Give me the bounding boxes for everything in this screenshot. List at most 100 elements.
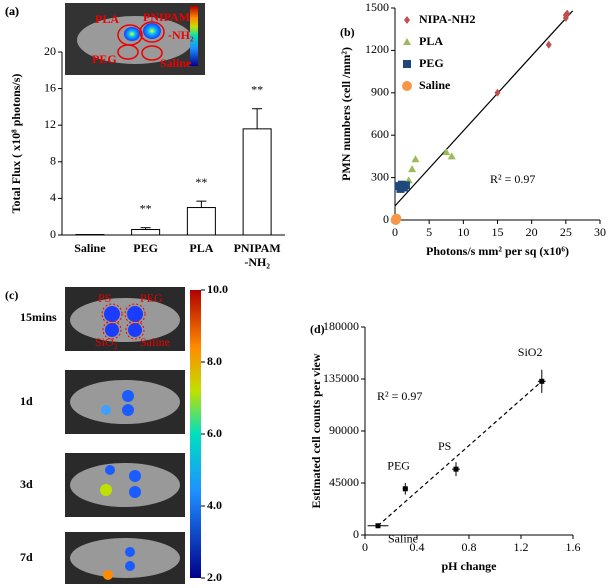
- colorbar-tick-label: 6.0: [207, 426, 222, 440]
- trendline: [394, 10, 574, 207]
- marker: [391, 213, 402, 224]
- y-tick-label: 0: [383, 212, 389, 226]
- marker: [442, 148, 451, 156]
- y-tick-label: 135000: [323, 371, 359, 385]
- inset-label: PEG: [140, 291, 163, 305]
- marker: [402, 81, 412, 91]
- point-label: PEG: [387, 459, 410, 473]
- panel-label: (a): [5, 4, 19, 18]
- significance: **: [251, 82, 263, 96]
- marker: [375, 523, 381, 529]
- colorbar: [190, 290, 201, 578]
- y-tick-label: 20: [44, 44, 56, 58]
- x-tick-label: 5: [426, 225, 432, 239]
- x-tick-label: 1.2: [514, 540, 529, 554]
- x-axis-label: pH change: [441, 559, 497, 573]
- y-tick-label: 180000: [323, 319, 359, 333]
- inset-label: PS: [98, 291, 111, 305]
- inset-label: Saline: [160, 56, 192, 70]
- panel-label: (a): [5, 4, 19, 18]
- marker: [539, 378, 545, 384]
- x-tick-label: 0: [362, 540, 368, 554]
- mouse-images: [65, 287, 185, 584]
- x-tick-label: 0: [392, 225, 398, 239]
- row-label: 1d: [20, 394, 33, 408]
- marker: [411, 155, 420, 163]
- row-label: 15mins: [20, 310, 57, 324]
- y-axis-label: Estimated cell counts per view: [309, 353, 323, 508]
- inset-label: PNIPAM: [143, 10, 190, 24]
- y-tick-label: 900: [371, 85, 389, 99]
- colorbar-tick-label: 4.0: [207, 498, 222, 512]
- bar: [242, 128, 272, 236]
- panel-label: (c): [5, 288, 18, 302]
- bar: [186, 207, 216, 236]
- x-axis-label: Photons/s mm² per sq (x10⁶): [426, 244, 569, 258]
- x-tick-label: PNIPAM -NH₂: [234, 241, 281, 269]
- y-tick-label: 1200: [365, 42, 389, 56]
- trendline: [377, 380, 543, 527]
- inset-label: PEG: [92, 52, 117, 66]
- y-tick-label: 45000: [329, 475, 359, 489]
- bar: [131, 229, 161, 236]
- significance: **: [195, 175, 207, 189]
- marker: [403, 38, 411, 45]
- y-tick-label: 4: [50, 190, 56, 204]
- y-tick-label: 600: [371, 127, 389, 141]
- colorbar-tick-label: 8.0: [207, 354, 222, 368]
- annotation: R² = 0.97: [377, 389, 422, 403]
- x-tick-label: PLA: [189, 241, 213, 255]
- marker: [403, 60, 411, 68]
- x-tick-label: PEG: [133, 241, 158, 255]
- legend-label: PEG: [419, 56, 444, 70]
- annotation: R² = 0.97: [490, 172, 535, 186]
- colorbar-tick-label: 10.0: [207, 282, 228, 296]
- y-tick-label: 12: [44, 117, 56, 131]
- marker: [494, 88, 501, 97]
- x-tick-label: 0.8: [462, 540, 477, 554]
- y-axis-label: PMN numbers (cell /mm²): [339, 47, 353, 181]
- marker: [453, 466, 459, 472]
- point-label: PS: [438, 439, 451, 453]
- panel-label: (d): [310, 322, 325, 336]
- y-tick-label: 0: [50, 227, 56, 241]
- y-tick-label: 90000: [329, 423, 359, 437]
- y-tick-label: 300: [371, 169, 389, 183]
- legend-label: PLA: [419, 34, 443, 48]
- y-tick-label: 1500: [365, 0, 389, 14]
- marker: [447, 152, 456, 160]
- x-tick-label: 15: [492, 225, 504, 239]
- point-label: Saline: [388, 532, 418, 546]
- colorbar-tick-label: 2.0: [207, 570, 222, 584]
- marker: [401, 181, 410, 190]
- marker: [545, 40, 552, 49]
- inset-label: PLA: [95, 12, 119, 26]
- significance: **: [140, 201, 152, 215]
- y-tick-label: 8: [50, 154, 56, 168]
- inset-image-a: [65, 3, 205, 75]
- point-label: SiO2: [518, 345, 543, 359]
- x-tick-label: 1.6: [566, 540, 581, 554]
- y-axis-label: Total Flux ( x10⁸ photons/s): [9, 74, 23, 214]
- marker: [408, 165, 417, 173]
- x-tick-label: 30: [594, 225, 606, 239]
- x-tick-label: 20: [526, 225, 538, 239]
- x-tick-label: 10: [457, 225, 469, 239]
- panel-label: (b): [340, 25, 355, 39]
- legend-label: NIPA-NH2: [419, 12, 475, 26]
- x-tick-label: 25: [560, 225, 572, 239]
- row-label: 3d: [20, 477, 33, 491]
- legend-label: Saline: [419, 78, 451, 92]
- y-tick-label: 16: [44, 80, 56, 94]
- marker: [402, 486, 408, 492]
- inset-label: -NH₂: [168, 28, 194, 42]
- y-tick-label: 0: [353, 527, 359, 541]
- inset-label: Saline: [140, 335, 170, 349]
- marker: [564, 9, 571, 18]
- row-label: 7d: [20, 550, 33, 564]
- x-tick-label: Saline: [74, 241, 106, 255]
- x-tick-label: 0.4: [410, 540, 425, 554]
- inset-label: SiO₂: [95, 335, 118, 349]
- marker: [404, 16, 410, 24]
